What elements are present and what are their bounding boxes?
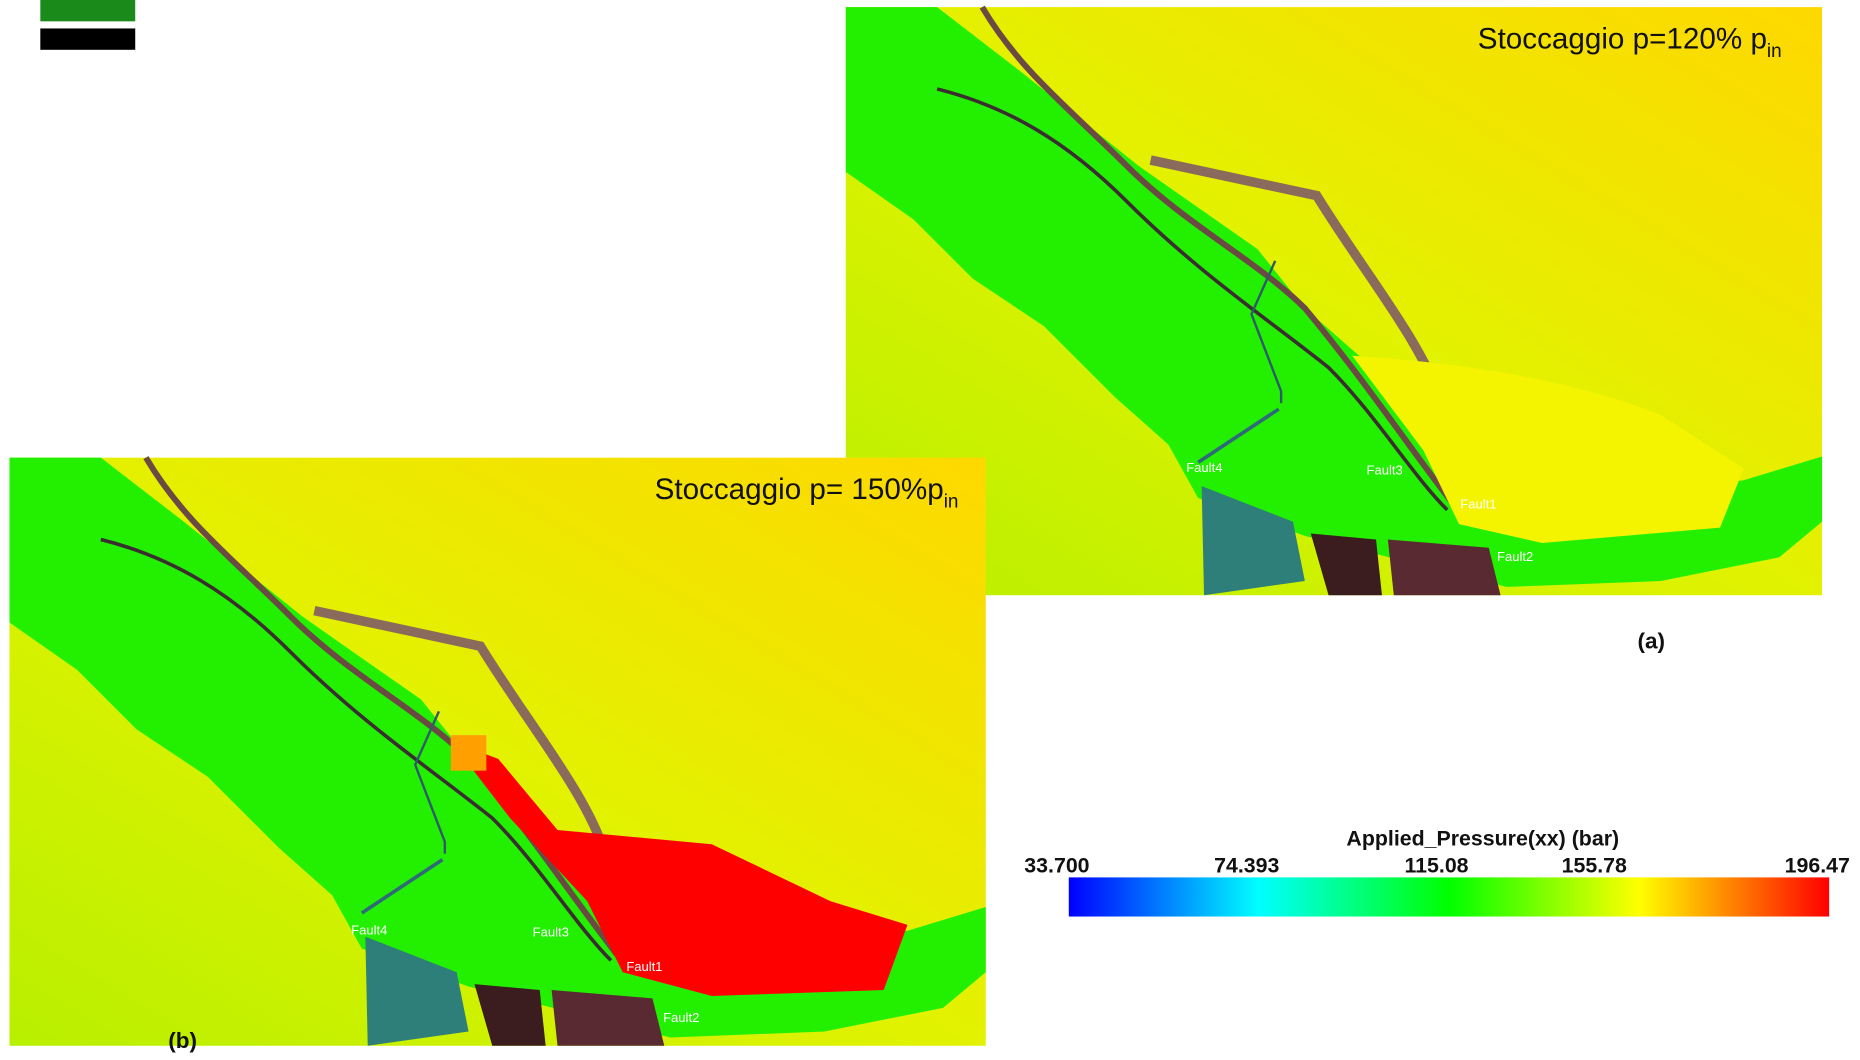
colorbar-tick: 115.08 bbox=[1404, 854, 1468, 878]
panel-b: Stoccaggio p= 150%pin Fault4 Fault3 Faul… bbox=[9, 458, 985, 1053]
fault-label: Fault2 bbox=[663, 1010, 699, 1025]
fault-label: Fault4 bbox=[351, 922, 387, 937]
legend-swatch bbox=[40, 28, 135, 49]
colorbar-tick: 33.700 bbox=[1024, 854, 1089, 878]
legend-swatch bbox=[40, 0, 135, 21]
colorbar-title: Applied_Pressure(xx) (bar) bbox=[1346, 826, 1619, 850]
colorbar-gradient bbox=[1069, 877, 1829, 916]
colorbar-tick: 155.78 bbox=[1562, 854, 1627, 878]
fault-label: Fault1 bbox=[626, 959, 662, 974]
title-text: Stoccaggio p= 150%p bbox=[655, 473, 944, 506]
figure: Stoccaggio p=120% pin Fault4 Fault3 Faul… bbox=[0, 0, 1860, 1060]
panel-a: Stoccaggio p=120% pin Fault4 Fault3 Faul… bbox=[846, 7, 1822, 653]
colorbar-tick: 196.47 bbox=[1785, 854, 1850, 878]
fault-label: Fault4 bbox=[1186, 460, 1222, 475]
panel-label: (a) bbox=[1637, 629, 1665, 654]
fault-label: Fault3 bbox=[533, 925, 569, 940]
fault-label: Fault2 bbox=[1497, 549, 1533, 564]
title-sub: in bbox=[1767, 41, 1782, 62]
panel-label: (b) bbox=[168, 1028, 197, 1053]
pressure-zone bbox=[451, 735, 487, 771]
title-text: Stoccaggio p=120% p bbox=[1478, 23, 1767, 56]
title-sub: in bbox=[944, 491, 959, 512]
colorbar: Applied_Pressure(xx) (bar) 33.700 74.393… bbox=[1024, 826, 1850, 916]
fault-label: Fault1 bbox=[1460, 497, 1496, 512]
colorbar-tick: 74.393 bbox=[1214, 854, 1279, 878]
page: {"panel_a": {"title": "Stoccaggio p=120%… bbox=[0, 0, 1860, 1060]
fault-label: Fault3 bbox=[1367, 462, 1403, 477]
